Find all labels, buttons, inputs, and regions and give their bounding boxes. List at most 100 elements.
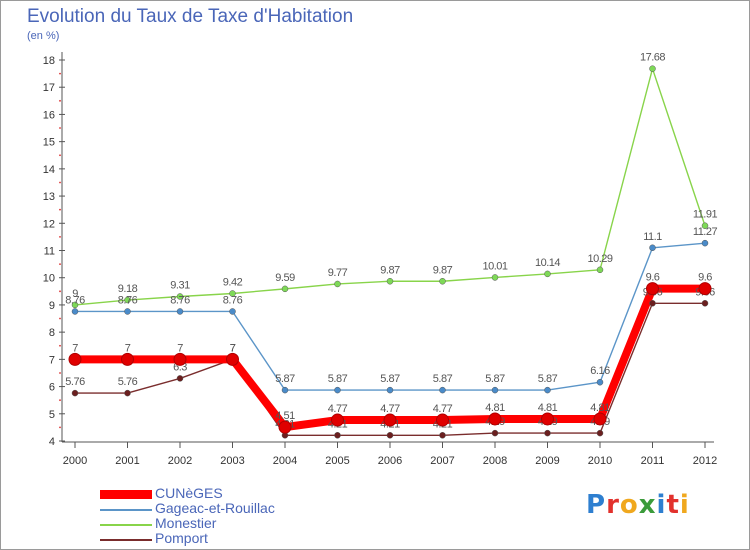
data-label-monestier: 10.29 xyxy=(587,253,612,265)
data-point-monestier xyxy=(334,280,341,288)
data-point-gageac-et-rouillac xyxy=(281,386,289,394)
x-tick-label: 2008 xyxy=(483,455,507,467)
data-point-pomport xyxy=(71,389,79,397)
x-tick-label: 2001 xyxy=(115,455,139,467)
data-label-cun-ges: 9.6 xyxy=(646,272,660,284)
data-point-pomport xyxy=(439,432,446,439)
data-label-cun-ges: 4.77 xyxy=(380,403,400,415)
data-point-monestier xyxy=(229,290,236,297)
data-point-pomport xyxy=(649,300,656,307)
chart-title: Evolution du Taux de Taxe d'Habitation xyxy=(27,6,354,27)
data-label-gageac-et-rouillac: 5.87 xyxy=(380,373,400,385)
data-point-pomport xyxy=(544,429,551,437)
data-label-monestier: 9 xyxy=(72,288,78,300)
data-point-pomport xyxy=(334,432,341,439)
data-label-monestier: 9.59 xyxy=(275,272,295,284)
logo-letter: o xyxy=(619,490,639,520)
logo-letter: r xyxy=(606,490,620,520)
y-tick-label: 11 xyxy=(44,246,55,258)
y-tick-label: 12 xyxy=(43,218,55,230)
data-point-pomport xyxy=(701,300,709,307)
data-point-monestier xyxy=(281,285,289,293)
x-tick-label: 2002 xyxy=(168,455,192,467)
data-label-pomport: 7 xyxy=(230,342,236,354)
data-point-cun-ges xyxy=(278,420,292,434)
data-label-pomport: 5.76 xyxy=(118,376,138,388)
data-point-pomport xyxy=(491,429,499,437)
data-point-monestier xyxy=(176,293,184,300)
logo-letter: i xyxy=(656,490,667,520)
y-minor-tick xyxy=(59,399,61,402)
data-label-gageac-et-rouillac: 5.87 xyxy=(275,373,295,385)
data-label-gageac-et-rouillac: 5.87 xyxy=(485,373,505,385)
data-point-cun-ges xyxy=(68,352,82,366)
data-point-cun-ges xyxy=(593,412,607,426)
data-point-gageac-et-rouillac xyxy=(701,239,709,247)
x-tick-label: 2011 xyxy=(641,455,665,467)
y-tick-label: 13 xyxy=(43,191,55,203)
data-point-monestier xyxy=(124,296,131,304)
data-label-gageac-et-rouillac: 5.87 xyxy=(433,373,453,385)
data-label-gageac-et-rouillac: 11.1 xyxy=(643,231,662,243)
data-point-cun-ges xyxy=(646,282,659,296)
data-label-monestier: 9.42 xyxy=(223,276,243,288)
y-minor-tick xyxy=(59,72,61,75)
data-point-cun-ges xyxy=(541,412,554,426)
y-tick-label: 15 xyxy=(43,137,55,149)
data-point-cun-ges xyxy=(436,413,449,427)
y-minor-tick xyxy=(59,99,61,102)
y-minor-tick xyxy=(59,372,61,374)
y-minor-tick xyxy=(59,290,61,293)
data-label-cun-ges: 7 xyxy=(177,342,183,354)
data-point-cun-ges xyxy=(121,352,134,366)
data-label-monestier: 10.01 xyxy=(482,260,507,272)
data-point-gageac-et-rouillac xyxy=(544,386,551,394)
data-point-gageac-et-rouillac xyxy=(71,308,79,315)
data-point-gageac-et-rouillac xyxy=(491,386,499,394)
x-tick-label: 2004 xyxy=(273,455,297,467)
data-label-cun-ges: 4.81 xyxy=(538,402,558,414)
data-point-gageac-et-rouillac xyxy=(386,386,394,394)
data-label-gageac-et-rouillac: 5.87 xyxy=(328,373,348,385)
data-point-monestier xyxy=(439,278,446,285)
data-label-gageac-et-rouillac: 5.87 xyxy=(538,373,558,385)
data-point-gageac-et-rouillac xyxy=(176,308,184,315)
logo-letter: i xyxy=(679,490,690,520)
data-label-monestier: 10.14 xyxy=(535,257,560,269)
data-label-gageac-et-rouillac: 8.76 xyxy=(223,294,243,306)
logo-letter: t xyxy=(666,490,680,520)
data-point-cun-ges xyxy=(331,413,344,427)
data-label-monestier: 11.91 xyxy=(693,209,718,221)
legend-label: CUNèGES xyxy=(155,485,223,501)
legend-label: Monestier xyxy=(155,515,217,531)
x-tick-label: 2005 xyxy=(325,455,349,467)
data-label-cun-ges: 7 xyxy=(72,342,78,354)
y-tick-label: 6 xyxy=(49,382,55,394)
y-minor-tick xyxy=(59,127,61,129)
x-tick-label: 2010 xyxy=(588,455,612,467)
proxiti-logo: Proxiti xyxy=(586,490,690,520)
legend-swatch xyxy=(100,490,152,499)
data-label-cun-ges: 4.81 xyxy=(590,402,610,414)
data-label-gageac-et-rouillac: 6.16 xyxy=(590,365,610,377)
data-point-monestier xyxy=(386,278,394,285)
y-minor-tick xyxy=(59,154,61,157)
logo-letter: P xyxy=(586,490,607,520)
y-minor-tick xyxy=(59,344,61,347)
y-tick-label: 10 xyxy=(43,273,55,285)
data-point-cun-ges xyxy=(698,282,712,296)
data-label-monestier: 9.77 xyxy=(328,267,348,279)
y-tick-label: 9 xyxy=(49,300,55,312)
data-label-gageac-et-rouillac: 8.76 xyxy=(170,294,190,306)
data-point-cun-ges xyxy=(488,412,502,426)
legend-label: Gageac-et-Rouillac xyxy=(155,500,275,516)
data-point-pomport xyxy=(124,389,131,397)
data-point-gageac-et-rouillac xyxy=(439,386,446,394)
logo-letter: x xyxy=(638,490,657,520)
data-point-cun-ges xyxy=(226,352,239,366)
data-label-gageac-et-rouillac: 11.27 xyxy=(693,226,718,238)
x-tick-label: 2003 xyxy=(220,455,244,467)
data-label-cun-ges: 7 xyxy=(230,342,236,354)
legend-swatch xyxy=(100,524,152,526)
